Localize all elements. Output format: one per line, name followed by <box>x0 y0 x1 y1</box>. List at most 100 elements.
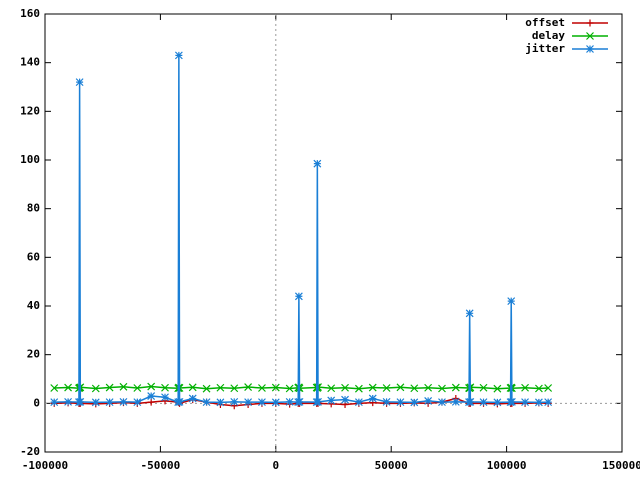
point-marker <box>396 383 405 392</box>
y-tick-label: 20 <box>27 348 40 361</box>
point-marker <box>410 384 419 393</box>
point-marker <box>544 398 553 407</box>
point-marker <box>327 384 336 393</box>
point-marker <box>341 395 349 404</box>
x-tick-label: -100000 <box>22 459 68 472</box>
point-marker <box>479 398 488 407</box>
point-marker <box>466 397 475 406</box>
y-tick-label: 100 <box>20 153 40 166</box>
point-marker <box>105 398 114 407</box>
point-marker <box>534 398 543 407</box>
point-marker <box>507 297 516 306</box>
point-marker <box>451 383 460 392</box>
point-marker <box>521 383 529 392</box>
y-tick-label: 60 <box>27 250 40 263</box>
plot-frame <box>44 13 623 453</box>
y-tick-label: -20 <box>20 445 40 458</box>
point-marker <box>147 398 155 406</box>
point-marker <box>424 383 433 392</box>
legend-marker <box>586 32 594 40</box>
point-marker <box>119 397 128 406</box>
point-marker <box>507 397 516 406</box>
point-marker <box>105 383 114 392</box>
point-marker <box>285 384 294 393</box>
point-marker <box>258 398 266 407</box>
point-marker <box>313 159 322 168</box>
point-marker <box>479 383 488 392</box>
point-marker <box>64 383 73 392</box>
point-marker <box>382 397 391 406</box>
point-marker <box>438 398 446 407</box>
point-marker <box>75 78 84 87</box>
point-marker <box>161 383 169 392</box>
point-marker <box>50 398 59 407</box>
point-marker <box>382 384 391 392</box>
y-tick-label: 40 <box>27 299 40 312</box>
point-marker <box>244 383 253 391</box>
y-tick-label: 140 <box>20 56 40 69</box>
point-marker <box>91 398 100 407</box>
point-marker <box>271 398 280 407</box>
point-marker <box>188 394 197 403</box>
point-marker <box>354 384 363 393</box>
point-marker <box>354 398 363 407</box>
point-marker <box>368 394 377 403</box>
point-marker <box>202 384 211 393</box>
point-marker <box>295 397 304 406</box>
point-marker <box>161 393 169 402</box>
x-tick-label: 100000 <box>487 459 527 472</box>
point-marker <box>493 384 502 393</box>
point-marker <box>175 397 184 406</box>
legend-marker <box>586 19 594 27</box>
point-marker <box>438 384 446 393</box>
point-marker <box>119 382 128 391</box>
point-marker <box>451 397 460 406</box>
point-marker <box>341 383 349 392</box>
point-marker <box>244 398 253 407</box>
point-marker <box>64 397 73 406</box>
legend-label: offset <box>525 16 565 29</box>
point-marker <box>424 396 433 405</box>
point-marker <box>50 384 59 392</box>
point-marker <box>91 384 100 393</box>
point-marker <box>396 398 405 407</box>
legend-label: delay <box>532 29 565 42</box>
x-tick-label: 50000 <box>375 459 408 472</box>
point-marker <box>188 383 197 392</box>
point-marker <box>544 384 553 392</box>
point-marker <box>493 398 502 407</box>
y-tick-label: 80 <box>27 202 40 215</box>
point-marker <box>258 384 266 392</box>
point-marker <box>314 397 322 406</box>
y-tick-label: 0 <box>33 396 40 409</box>
point-marker <box>174 51 183 60</box>
point-marker <box>202 398 211 407</box>
point-marker <box>147 392 156 400</box>
point-marker <box>534 384 543 393</box>
point-marker <box>230 384 239 393</box>
point-marker <box>410 398 419 407</box>
y-tick-label: 120 <box>20 104 40 117</box>
point-marker <box>133 398 142 407</box>
point-marker <box>230 397 239 406</box>
legend-label: jitter <box>525 42 565 55</box>
point-marker <box>327 396 336 405</box>
point-marker <box>216 383 225 392</box>
point-marker <box>147 382 156 391</box>
point-marker <box>368 383 377 392</box>
point-marker <box>285 397 294 406</box>
point-marker <box>294 292 303 301</box>
x-tick-label: -50000 <box>141 459 181 472</box>
point-marker <box>216 398 225 407</box>
point-marker <box>133 384 142 392</box>
series-line <box>54 55 549 404</box>
point-marker <box>465 309 474 318</box>
y-tick-label: 160 <box>20 7 40 20</box>
point-marker <box>76 397 85 406</box>
point-marker <box>271 383 280 392</box>
legend-marker <box>586 45 594 53</box>
point-marker <box>521 398 529 407</box>
x-tick-label: 150000 <box>602 459 640 472</box>
x-tick-label: 0 <box>272 459 279 472</box>
